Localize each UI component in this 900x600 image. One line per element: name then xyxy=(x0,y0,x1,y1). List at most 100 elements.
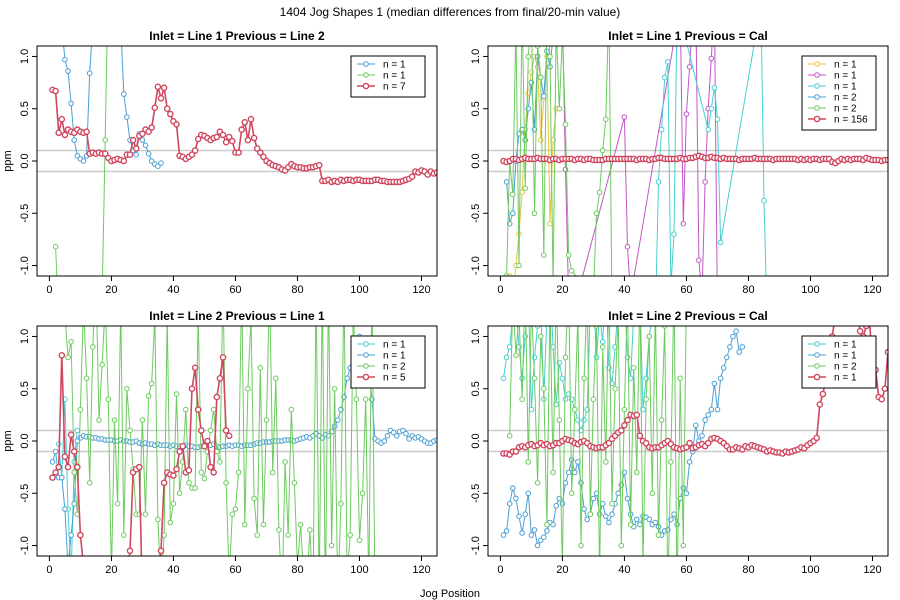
x-tick-label: 100 xyxy=(350,284,368,296)
data-point xyxy=(381,438,388,444)
data-point xyxy=(315,161,323,169)
data-point xyxy=(62,506,68,512)
data-point xyxy=(621,114,628,120)
legend-entry-label: n = 2 xyxy=(834,93,857,104)
data-point xyxy=(525,490,532,497)
panel-4: Inlet = Line 2 Previous = Cal 0 20 40 60 80 10… xyxy=(470,309,889,576)
legend-entry-label: n = 1 xyxy=(834,82,857,93)
data-point xyxy=(183,406,189,413)
y-tick-label: -0.5 xyxy=(19,204,31,223)
data-point xyxy=(251,495,257,502)
legend-entry-label: n = 1 xyxy=(383,351,406,362)
data-point xyxy=(544,528,550,534)
data-point xyxy=(247,115,255,123)
data-point xyxy=(52,243,59,250)
data-point xyxy=(170,500,177,507)
data-point xyxy=(624,416,631,424)
legend-entry-label: n = 1 xyxy=(834,60,857,71)
legend: n = 1n = 1n = 7 xyxy=(350,55,426,98)
data-point xyxy=(522,511,529,518)
data-point xyxy=(223,480,229,486)
data-point xyxy=(636,432,644,440)
series-line xyxy=(503,329,743,547)
data-point xyxy=(219,354,227,361)
data-point xyxy=(328,542,335,549)
data-point xyxy=(702,179,708,185)
data-point xyxy=(166,110,174,118)
data-point xyxy=(307,527,313,533)
data-point xyxy=(702,417,708,423)
data-point xyxy=(222,427,230,434)
data-point xyxy=(207,427,214,434)
data-point xyxy=(878,395,886,403)
data-point xyxy=(621,406,628,413)
data-point xyxy=(163,105,171,112)
data-point xyxy=(568,268,575,274)
data-point xyxy=(599,344,606,350)
data-point xyxy=(655,532,662,538)
series-line xyxy=(562,46,718,276)
data-point xyxy=(288,406,295,413)
legend-swatch-marker xyxy=(363,341,369,347)
data-point xyxy=(503,528,510,534)
legend-entry-label: n = 1 xyxy=(834,351,857,362)
data-point xyxy=(86,480,93,486)
data-point xyxy=(813,434,821,442)
data-point xyxy=(58,351,66,359)
data-point xyxy=(572,469,578,476)
data-point xyxy=(506,433,513,439)
data-point xyxy=(562,121,569,128)
series-group xyxy=(49,326,437,556)
data-point xyxy=(593,210,600,217)
data-point xyxy=(711,380,718,387)
data-point xyxy=(207,463,214,471)
data-point xyxy=(658,126,665,133)
data-point xyxy=(124,385,130,392)
legend-entry-label: n = 2 xyxy=(383,362,406,373)
data-point xyxy=(541,534,547,541)
panel-2: Inlet = Line 1 Previous = Cal 0 20 40 60 80 10… xyxy=(470,29,889,296)
data-point xyxy=(68,338,74,345)
data-point xyxy=(562,166,569,173)
data-point xyxy=(90,344,96,350)
panel-title: Inlet = Line 2 Previous = Line 1 xyxy=(149,309,325,323)
y-tick-label: 0.0 xyxy=(19,433,31,448)
x-tick-label: 20 xyxy=(105,564,117,576)
data-point xyxy=(384,433,391,439)
data-point xyxy=(142,142,149,149)
figure-title: 1404 Jog Shapes 1 (median differences fr… xyxy=(280,5,621,19)
data-point xyxy=(609,380,615,387)
y-tick-label: 0.5 xyxy=(470,381,482,396)
legend-swatch-marker xyxy=(814,363,820,369)
data-point xyxy=(121,532,127,538)
data-point xyxy=(173,465,180,473)
series-line xyxy=(655,46,767,276)
data-point xyxy=(680,220,687,227)
data-point xyxy=(568,490,575,497)
data-point xyxy=(519,375,525,382)
data-point xyxy=(347,532,354,538)
series-line xyxy=(52,86,437,183)
y-tick-label: -0.5 xyxy=(470,204,482,223)
data-point xyxy=(83,128,90,135)
data-point xyxy=(77,406,84,413)
data-point xyxy=(603,116,609,122)
data-point xyxy=(516,262,522,269)
series-group xyxy=(49,46,437,276)
data-point xyxy=(516,513,522,520)
data-point xyxy=(705,126,712,133)
x-tick-label: 120 xyxy=(863,284,881,296)
data-point xyxy=(155,516,161,523)
data-point xyxy=(642,439,650,447)
legend-entry-label: n = 2 xyxy=(834,104,857,115)
data-point xyxy=(148,380,155,387)
data-point xyxy=(256,149,264,156)
y-tick-label: 0.0 xyxy=(19,153,31,168)
data-point xyxy=(541,252,547,258)
legend-entry-label: n = 2 xyxy=(834,362,857,373)
data-point xyxy=(696,257,702,264)
data-point xyxy=(185,466,193,474)
data-point xyxy=(390,429,397,436)
data-point xyxy=(65,68,71,74)
data-point xyxy=(77,531,84,539)
